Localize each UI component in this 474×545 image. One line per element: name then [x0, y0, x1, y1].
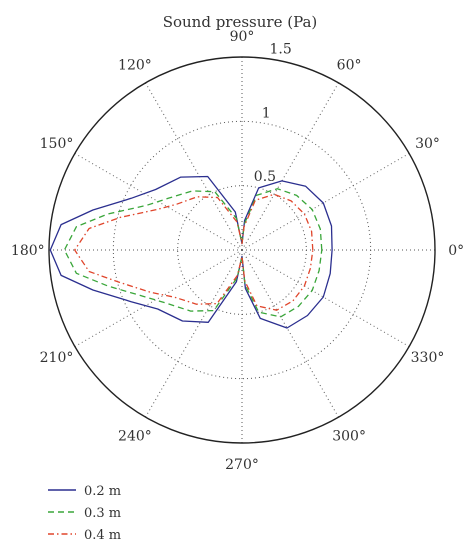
angle-tick-label: 150°	[40, 136, 74, 152]
radial-tick-label: 1.5	[270, 41, 292, 57]
angle-tick-label: 30°	[415, 136, 440, 152]
legend-label-1: 0.3 m	[84, 506, 121, 521]
polar-grid	[48, 56, 436, 444]
angle-tick-label: 120°	[118, 58, 152, 74]
legend-label-0: 0.2 m	[84, 484, 121, 499]
outer-ring	[48, 56, 436, 444]
radial-tick-label: 1	[262, 105, 271, 121]
grid-spoke	[241, 249, 410, 347]
series-line-0	[49, 175, 333, 329]
angle-tick-label: 330°	[411, 350, 445, 366]
chart-title: Sound pressure (Pa)	[163, 13, 318, 31]
radial-tick-label: 0.5	[254, 169, 276, 185]
series-line-2	[74, 193, 314, 311]
grid-spoke	[241, 153, 410, 251]
angle-tick-label: 210°	[40, 350, 74, 366]
angle-tick-label: 0°	[448, 243, 464, 259]
grid-spoke	[241, 82, 339, 251]
grid-spoke	[74, 249, 243, 347]
series-layer	[49, 175, 333, 329]
grid-spoke	[145, 249, 243, 418]
series-line-1	[63, 188, 323, 318]
angle-tick-label: 180°	[11, 243, 45, 259]
grid-spoke	[241, 249, 339, 418]
angle-tick-label: 60°	[337, 58, 362, 74]
radial-labels: 0.5 1 1.5	[254, 41, 292, 185]
legend: 0.2 m 0.3 m 0.4 m	[48, 484, 121, 543]
angle-tick-label: 240°	[118, 429, 152, 445]
angle-tick-label: 90°	[230, 29, 255, 45]
angle-tick-label: 270°	[225, 457, 259, 473]
grid-spoke	[145, 82, 243, 251]
angle-labels: 0° 30° 60° 90° 120° 150° 180° 210° 240° 270° 300° 3…	[11, 29, 464, 473]
angle-tick-label: 300°	[332, 429, 366, 445]
legend-label-2: 0.4 m	[84, 528, 121, 543]
